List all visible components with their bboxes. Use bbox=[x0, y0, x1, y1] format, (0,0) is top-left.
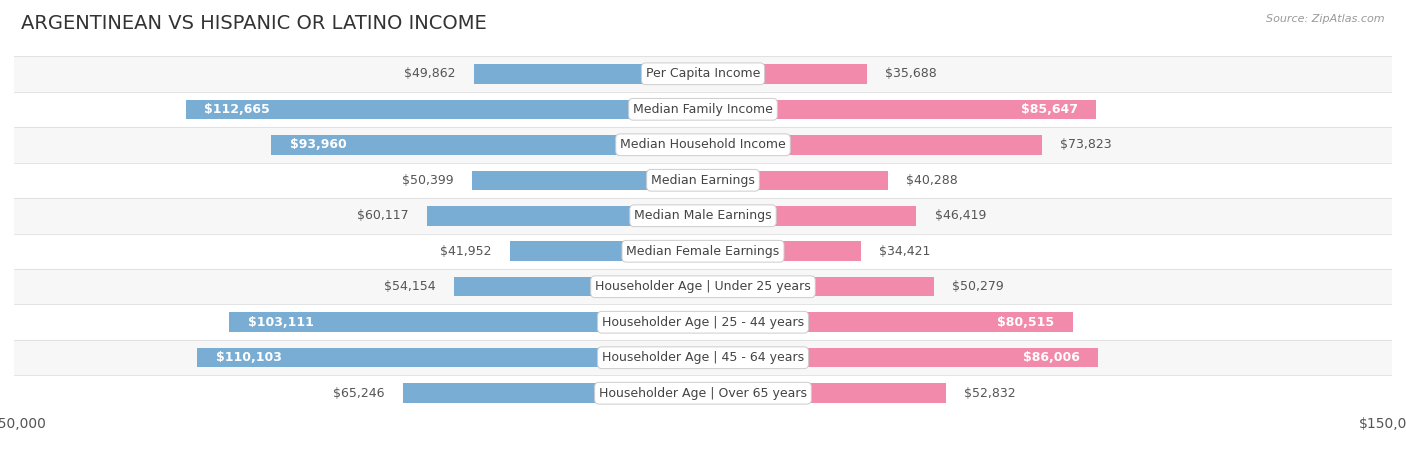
Text: Median Family Income: Median Family Income bbox=[633, 103, 773, 116]
Text: $60,117: $60,117 bbox=[357, 209, 409, 222]
Bar bbox=[14, 56, 1392, 92]
Bar bbox=[186, 99, 703, 119]
Bar bbox=[14, 304, 1392, 340]
Text: Per Capita Income: Per Capita Income bbox=[645, 67, 761, 80]
Text: $65,246: $65,246 bbox=[333, 387, 385, 400]
Text: Householder Age | Under 25 years: Householder Age | Under 25 years bbox=[595, 280, 811, 293]
Text: $112,665: $112,665 bbox=[204, 103, 270, 116]
Bar bbox=[510, 241, 703, 261]
Text: $110,103: $110,103 bbox=[215, 351, 281, 364]
Bar bbox=[703, 170, 889, 190]
Text: $34,421: $34,421 bbox=[880, 245, 931, 258]
Text: $52,832: $52,832 bbox=[965, 387, 1015, 400]
Text: $46,419: $46,419 bbox=[935, 209, 986, 222]
Text: Householder Age | 45 - 64 years: Householder Age | 45 - 64 years bbox=[602, 351, 804, 364]
Bar bbox=[229, 312, 703, 332]
Text: Median Male Earnings: Median Male Earnings bbox=[634, 209, 772, 222]
Bar bbox=[703, 277, 934, 297]
Bar bbox=[474, 64, 703, 84]
Text: Median Earnings: Median Earnings bbox=[651, 174, 755, 187]
Bar bbox=[14, 340, 1392, 375]
Bar bbox=[703, 206, 917, 226]
Bar bbox=[404, 383, 703, 403]
Text: $86,006: $86,006 bbox=[1022, 351, 1080, 364]
Text: $35,688: $35,688 bbox=[886, 67, 936, 80]
Bar bbox=[703, 64, 868, 84]
Bar bbox=[197, 348, 703, 368]
Text: Median Female Earnings: Median Female Earnings bbox=[627, 245, 779, 258]
Text: $73,823: $73,823 bbox=[1060, 138, 1112, 151]
Text: Source: ZipAtlas.com: Source: ZipAtlas.com bbox=[1267, 14, 1385, 24]
Bar bbox=[14, 375, 1392, 411]
Bar bbox=[14, 163, 1392, 198]
Text: $103,111: $103,111 bbox=[247, 316, 314, 329]
Text: $85,647: $85,647 bbox=[1021, 103, 1078, 116]
Text: $40,288: $40,288 bbox=[907, 174, 957, 187]
Text: $49,862: $49,862 bbox=[404, 67, 456, 80]
Text: $54,154: $54,154 bbox=[384, 280, 436, 293]
Text: $50,399: $50,399 bbox=[402, 174, 453, 187]
Bar bbox=[703, 383, 946, 403]
Bar bbox=[14, 269, 1392, 304]
Bar bbox=[14, 127, 1392, 163]
Text: $93,960: $93,960 bbox=[290, 138, 346, 151]
Text: Median Household Income: Median Household Income bbox=[620, 138, 786, 151]
Bar bbox=[14, 198, 1392, 234]
Bar bbox=[703, 312, 1073, 332]
Bar bbox=[703, 99, 1097, 119]
Bar bbox=[703, 135, 1042, 155]
Bar bbox=[427, 206, 703, 226]
Bar bbox=[14, 234, 1392, 269]
Bar bbox=[703, 241, 860, 261]
Bar bbox=[271, 135, 703, 155]
Bar bbox=[703, 348, 1098, 368]
Text: ARGENTINEAN VS HISPANIC OR LATINO INCOME: ARGENTINEAN VS HISPANIC OR LATINO INCOME bbox=[21, 14, 486, 33]
Bar bbox=[471, 170, 703, 190]
Text: Householder Age | 25 - 44 years: Householder Age | 25 - 44 years bbox=[602, 316, 804, 329]
Text: $50,279: $50,279 bbox=[952, 280, 1004, 293]
Bar bbox=[454, 277, 703, 297]
Text: $41,952: $41,952 bbox=[440, 245, 492, 258]
Bar bbox=[14, 92, 1392, 127]
Text: $80,515: $80,515 bbox=[997, 316, 1054, 329]
Text: Householder Age | Over 65 years: Householder Age | Over 65 years bbox=[599, 387, 807, 400]
